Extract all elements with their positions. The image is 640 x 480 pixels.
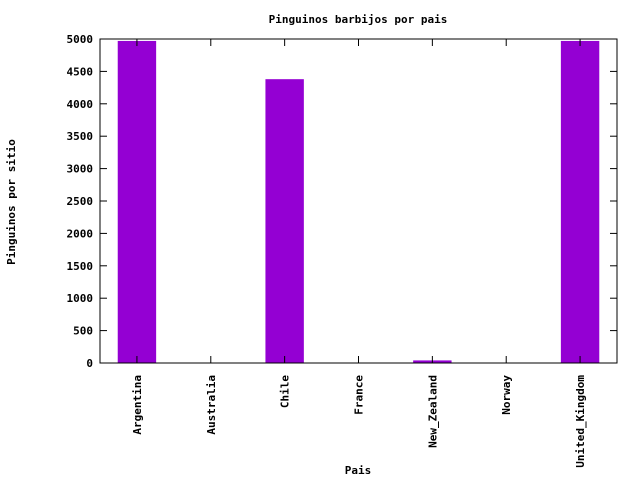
x-tick-label: Australia <box>205 375 218 435</box>
y-tick-label: 1000 <box>67 292 94 305</box>
bar-chile <box>265 79 304 364</box>
y-tick-label: 2500 <box>67 195 94 208</box>
y-tick-label: 1500 <box>67 260 94 273</box>
y-tick-label: 2000 <box>67 227 94 240</box>
y-axis-title: Pinguinos por sitio <box>5 139 18 265</box>
chart-title: Pinguinos barbijos por pais <box>269 13 448 26</box>
x-tick-label: Chile <box>279 375 292 408</box>
x-tick-label: Argentina <box>131 375 144 435</box>
x-tick-label: New_Zealand <box>426 375 439 448</box>
x-tick-label: Norway <box>500 375 513 415</box>
y-tick-label: 0 <box>86 357 93 370</box>
y-tick-label: 3500 <box>67 130 94 143</box>
plot-border <box>99 38 618 364</box>
y-tick-label: 4500 <box>67 65 94 78</box>
bar-argentina <box>117 40 157 363</box>
y-tick-label: 5000 <box>67 33 94 46</box>
x-tick-label: France <box>353 375 366 415</box>
x-tick-label: United_Kingdom <box>574 375 587 468</box>
y-tick-label: 500 <box>73 325 93 338</box>
y-tick-label: 3000 <box>67 163 94 176</box>
x-axis-title: Pais <box>345 464 372 477</box>
y-tick-label: 4000 <box>67 98 94 111</box>
bar-united-kingdom <box>560 40 600 363</box>
